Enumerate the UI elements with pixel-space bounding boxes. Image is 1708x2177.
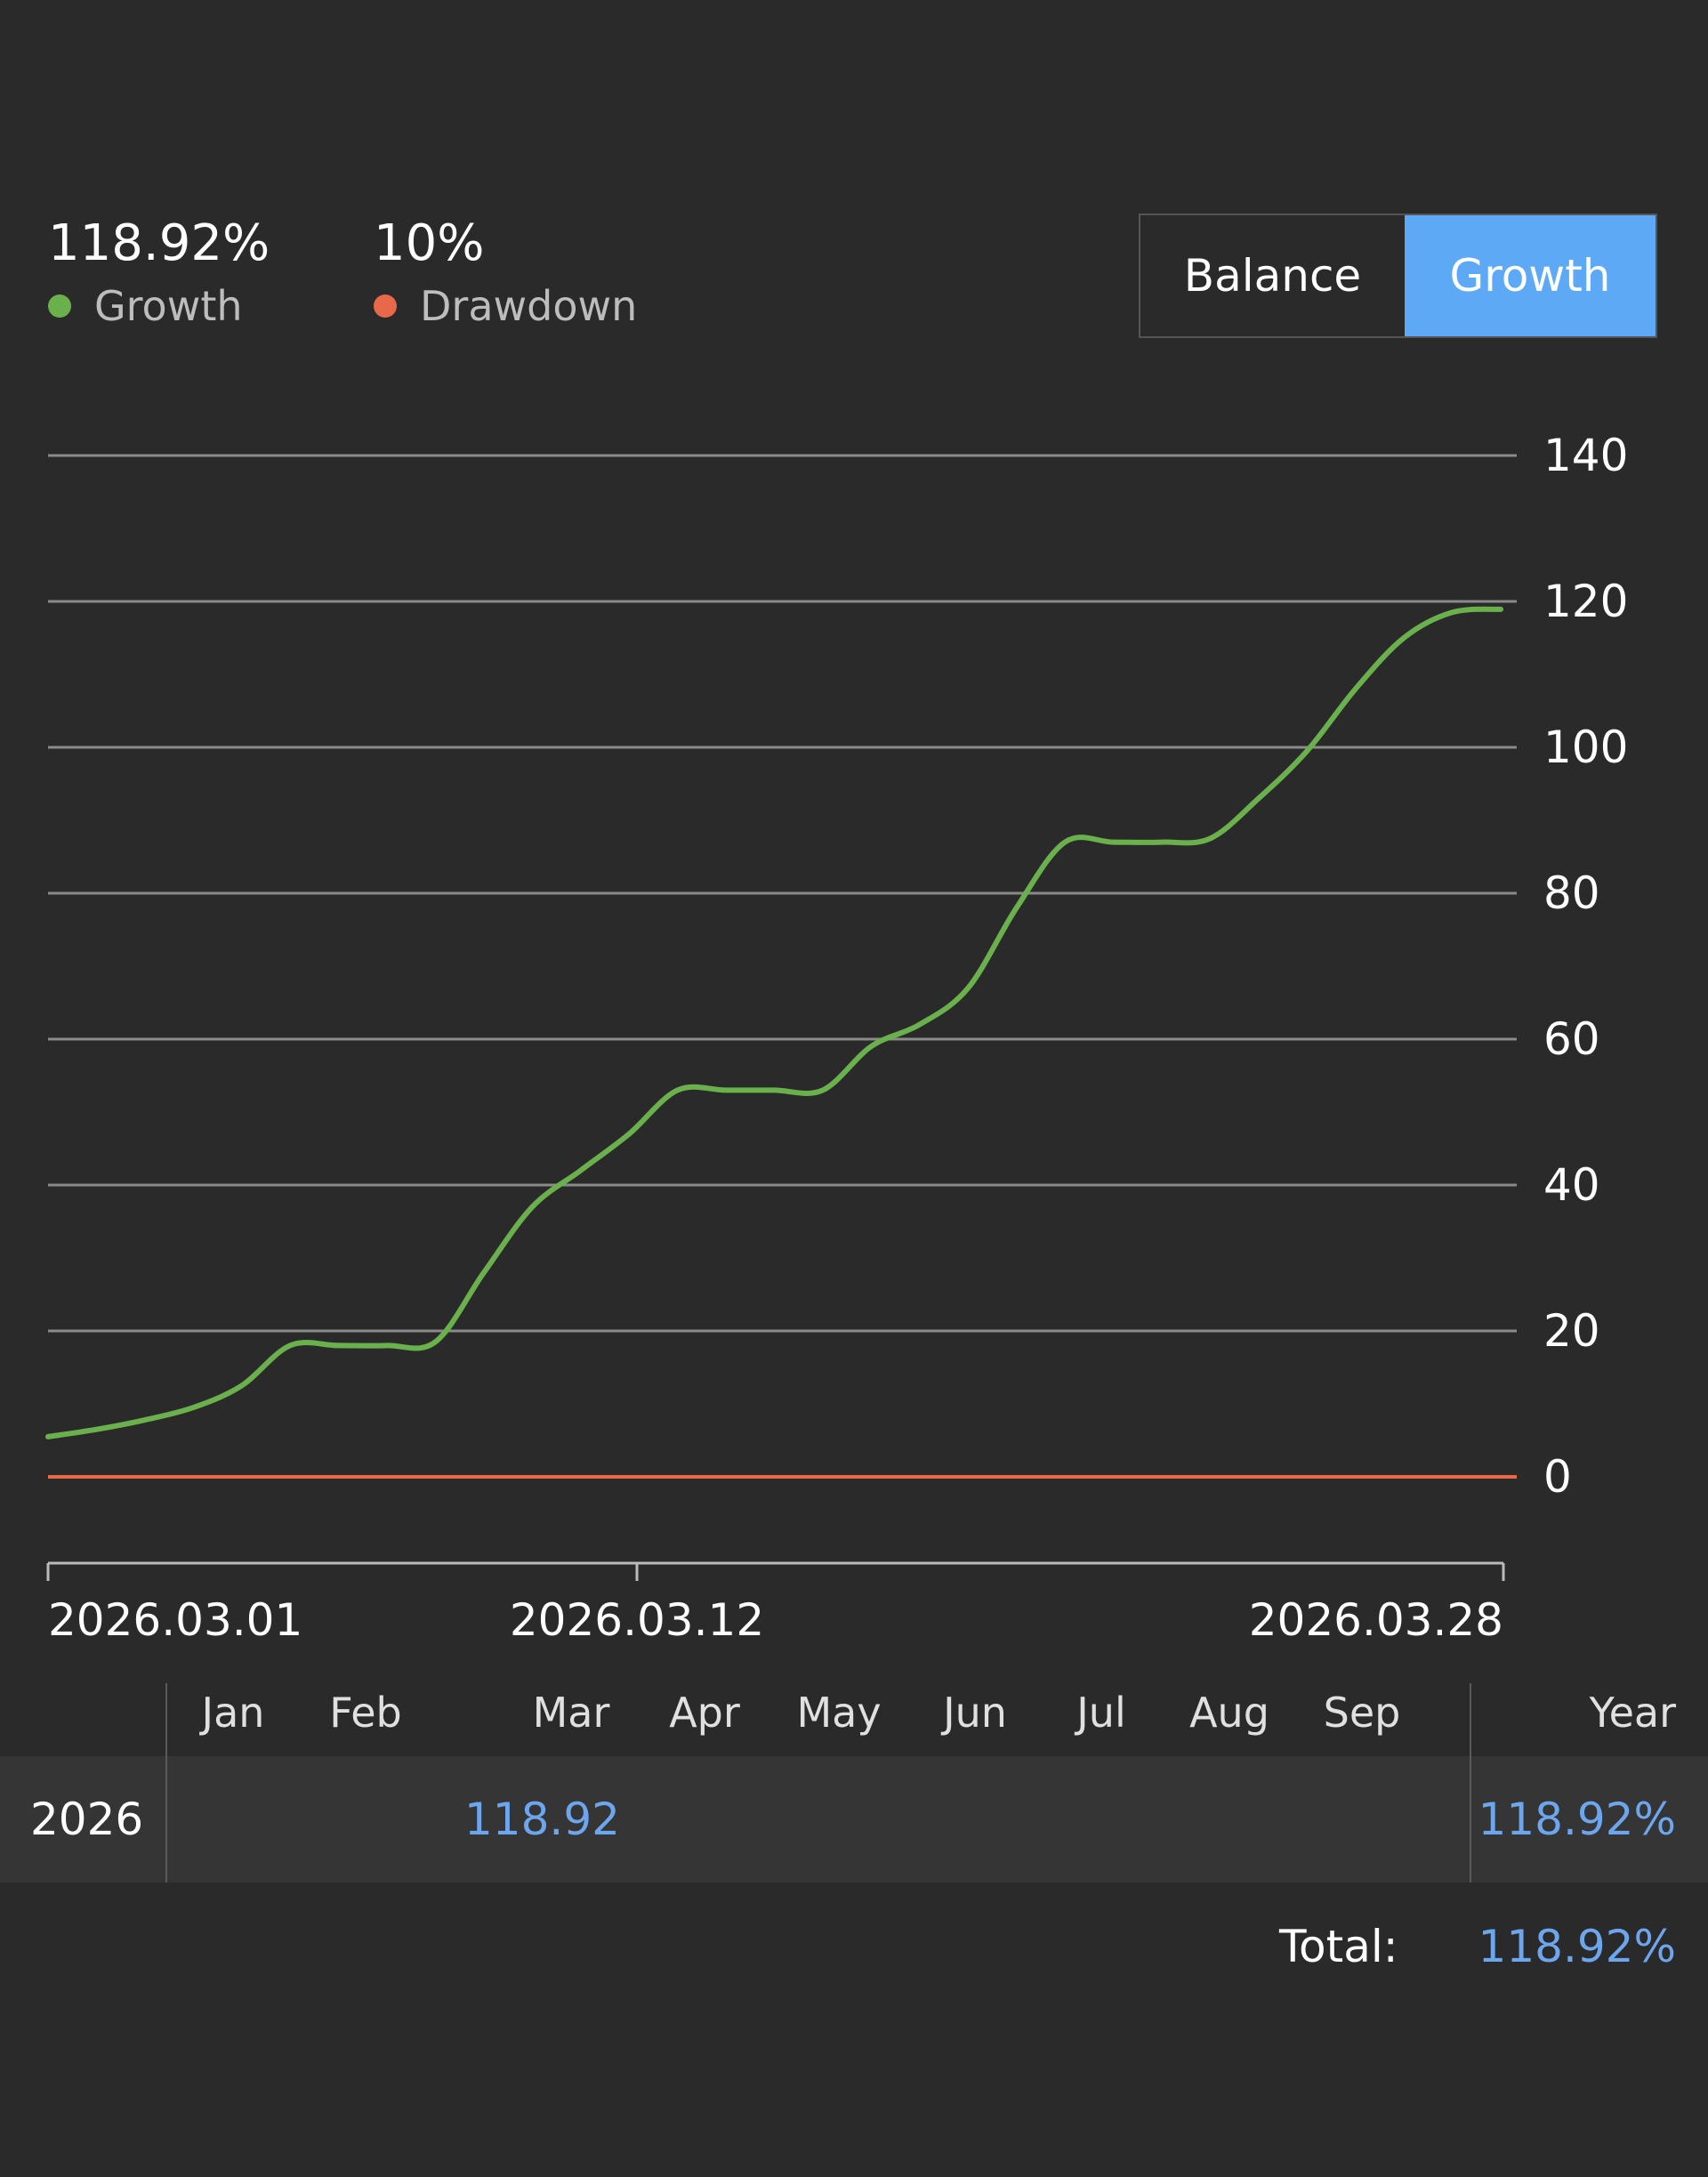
growth-dot-icon	[48, 294, 71, 318]
month-header-apr: Apr	[669, 1689, 740, 1737]
y-tick-label-20: 20	[1543, 1305, 1600, 1357]
growth-series-line	[45, 606, 1503, 1439]
y-tick-label-120: 120	[1543, 576, 1628, 627]
growth-legend: Growth	[48, 279, 270, 333]
month-header-aug: Aug	[1189, 1689, 1269, 1737]
growth-stat: 118.92% Growth	[48, 214, 270, 333]
y-tick-label-100: 100	[1543, 722, 1628, 773]
month-header-jul: Jul	[1076, 1689, 1126, 1737]
y-tick-label-40: 40	[1543, 1159, 1600, 1211]
y-tick-label-60: 60	[1543, 1013, 1600, 1065]
month-header-year: Year	[1589, 1689, 1676, 1737]
y-tick-label-140: 140	[1543, 430, 1628, 481]
month-header-feb: Feb	[329, 1689, 402, 1737]
x-tick-label-0: 2026.03.01	[48, 1594, 302, 1646]
growth-label: Growth	[94, 282, 243, 330]
drawdown-stat: 10% Drawdown	[374, 214, 637, 333]
month-header-sep: Sep	[1323, 1689, 1401, 1737]
month-header-jun: Jun	[943, 1689, 1007, 1737]
growth-button[interactable]: Growth	[1405, 215, 1656, 336]
y-tick-label-0: 0	[1543, 1451, 1572, 1503]
total-label: Total:	[1279, 1921, 1398, 1972]
drawdown-label: Drawdown	[420, 282, 638, 330]
row-divider-right	[1470, 1756, 1471, 1883]
growth-value: 118.92%	[48, 214, 270, 272]
balance-button[interactable]: Balance	[1140, 215, 1405, 336]
drawdown-legend: Drawdown	[374, 279, 637, 333]
drawdown-value: 10%	[374, 214, 485, 272]
growth-chart: 0 20 40 60 80 100 120 140 2026.03.01 2026.03.12 20…	[45, 430, 1628, 1646]
x-tick-label-2: 2026.03.28	[1249, 1594, 1503, 1646]
total-row: Total: 118.92%	[1279, 1911, 1676, 1982]
month-header-jan: Jan	[201, 1689, 265, 1737]
row-divider-left	[165, 1756, 167, 1883]
chart-mode-toggle: Balance Growth	[1139, 214, 1657, 338]
month-header-mar: Mar	[532, 1689, 610, 1737]
row-year: 2026	[30, 1794, 144, 1845]
month-header-may: May	[796, 1689, 882, 1737]
month-header-row: Jan Feb Mar Apr May Jun Jul Aug Sep Year	[0, 1673, 1708, 1753]
y-tick-label-80: 80	[1543, 867, 1600, 919]
x-tick-label-1: 2026.03.12	[510, 1594, 764, 1646]
table-row: 2026 118.92 118.92%	[0, 1756, 1708, 1883]
total-value[interactable]: 118.92%	[1478, 1921, 1676, 1972]
drawdown-dot-icon	[374, 294, 397, 318]
row-mar-value[interactable]: 118.92	[464, 1794, 620, 1845]
row-year-total[interactable]: 118.92%	[1478, 1794, 1676, 1845]
